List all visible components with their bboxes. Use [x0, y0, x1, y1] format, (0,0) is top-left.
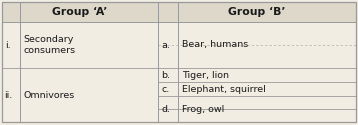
Bar [2, 22, 356, 122]
Text: i.: i. [5, 40, 11, 50]
Text: b.: b. [161, 70, 170, 80]
Text: ii.: ii. [4, 90, 12, 100]
Text: Group ‘B’: Group ‘B’ [228, 7, 286, 17]
Text: Tiger, lion: Tiger, lion [182, 70, 229, 80]
Text: d.: d. [161, 104, 170, 114]
Text: Secondary
consumers: Secondary consumers [23, 35, 75, 55]
Text: Omnivores: Omnivores [23, 90, 74, 100]
Text: Bear, humans: Bear, humans [182, 40, 248, 50]
Bar [158, 2, 356, 22]
Text: Group ‘A’: Group ‘A’ [52, 7, 108, 17]
Bar [2, 2, 158, 22]
Text: c.: c. [161, 84, 169, 94]
Text: a.: a. [161, 40, 170, 50]
Text: Frog, owl: Frog, owl [182, 104, 224, 114]
Text: Elephant, squirrel: Elephant, squirrel [182, 84, 266, 94]
